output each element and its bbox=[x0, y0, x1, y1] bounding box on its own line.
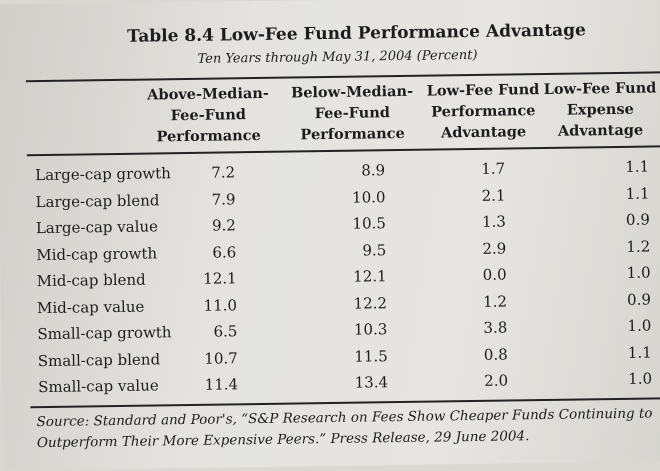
cell-perf-adv: 3.8 bbox=[483, 318, 508, 337]
header-performance-advantage: Low-Fee Fund Performance Advantage bbox=[426, 81, 540, 142]
table-body: Large-cap growth 7.2 8.9 1.7 1.1 Large-cap bl… bbox=[0, 0, 657, 397]
cell-above: 7.2 bbox=[211, 163, 236, 182]
source-note: Source: Standard and Poor's, “S&P Resear… bbox=[36, 405, 653, 452]
row-label: Small-cap growth bbox=[37, 323, 172, 344]
cell-perf-adv: 0.0 bbox=[482, 265, 507, 284]
header-expense-advantage: Low-Fee Fund Expense Advantage bbox=[543, 79, 657, 140]
table-row: Small-cap value 11.4 13.4 2.0 1.0 bbox=[38, 369, 658, 402]
cell-exp-adv: 0.9 bbox=[626, 290, 652, 309]
cell-above: 11.4 bbox=[204, 375, 239, 394]
cell-below: 12.1 bbox=[353, 267, 387, 286]
cell-above: 10.7 bbox=[204, 348, 238, 368]
cell-perf-adv: 2.0 bbox=[484, 371, 509, 390]
row-label: Large-cap growth bbox=[35, 164, 171, 185]
cell-above: 9.2 bbox=[211, 216, 237, 235]
row-label: Large-cap value bbox=[35, 217, 159, 238]
cell-exp-adv: 1.1 bbox=[625, 184, 650, 203]
cell-above: 7.9 bbox=[211, 189, 236, 209]
table-title: Table 8.4 Low-Fee Fund Performance Advan… bbox=[127, 20, 586, 47]
header-rule bbox=[26, 145, 660, 156]
cell-above: 6.6 bbox=[212, 242, 237, 262]
row-label: Large-cap blend bbox=[35, 190, 160, 211]
table-subtitle: Ten Years through May 31, 2004 (Percent) bbox=[197, 47, 478, 67]
cell-below: 10.5 bbox=[352, 214, 386, 233]
cell-exp-adv: 0.9 bbox=[625, 210, 650, 229]
cell-below: 9.5 bbox=[362, 240, 387, 260]
cell-perf-adv: 0.8 bbox=[483, 345, 508, 364]
cell-perf-adv: 1.2 bbox=[482, 292, 508, 311]
cell-below: 10.3 bbox=[353, 320, 388, 339]
cell-above: 11.0 bbox=[203, 295, 238, 315]
row-label: Small-cap value bbox=[37, 376, 159, 397]
cell-exp-adv: 1.0 bbox=[628, 369, 653, 388]
cell-exp-adv: 1.1 bbox=[627, 343, 652, 362]
header-below-median: Below-Median- Fee-Fund Performance bbox=[290, 82, 414, 144]
cell-below: 13.4 bbox=[354, 373, 389, 392]
cell-below: 11.5 bbox=[354, 346, 388, 366]
cell-perf-adv: 1.3 bbox=[481, 212, 506, 231]
cell-below: 12.2 bbox=[353, 293, 388, 313]
cell-below: 8.9 bbox=[361, 161, 386, 180]
row-label: Mid-cap blend bbox=[36, 270, 146, 291]
cell-exp-adv: 1.0 bbox=[626, 263, 651, 282]
cell-exp-adv: 1.1 bbox=[625, 157, 650, 176]
cell-perf-adv: 2.1 bbox=[481, 186, 506, 205]
cell-perf-adv: 2.9 bbox=[482, 239, 507, 258]
cell-below: 10.0 bbox=[351, 187, 386, 207]
row-label: Mid-cap growth bbox=[36, 243, 158, 264]
row-label: Small-cap blend bbox=[37, 349, 161, 370]
cell-perf-adv: 1.7 bbox=[481, 159, 506, 178]
header-above-median: Above-Median- Fee-Fund Performance bbox=[147, 84, 269, 146]
cell-above: 12.1 bbox=[203, 269, 237, 288]
cell-above: 6.5 bbox=[213, 322, 238, 341]
row-label: Mid-cap value bbox=[36, 297, 145, 317]
cell-exp-adv: 1.0 bbox=[627, 316, 652, 335]
cell-exp-adv: 1.2 bbox=[626, 237, 651, 256]
